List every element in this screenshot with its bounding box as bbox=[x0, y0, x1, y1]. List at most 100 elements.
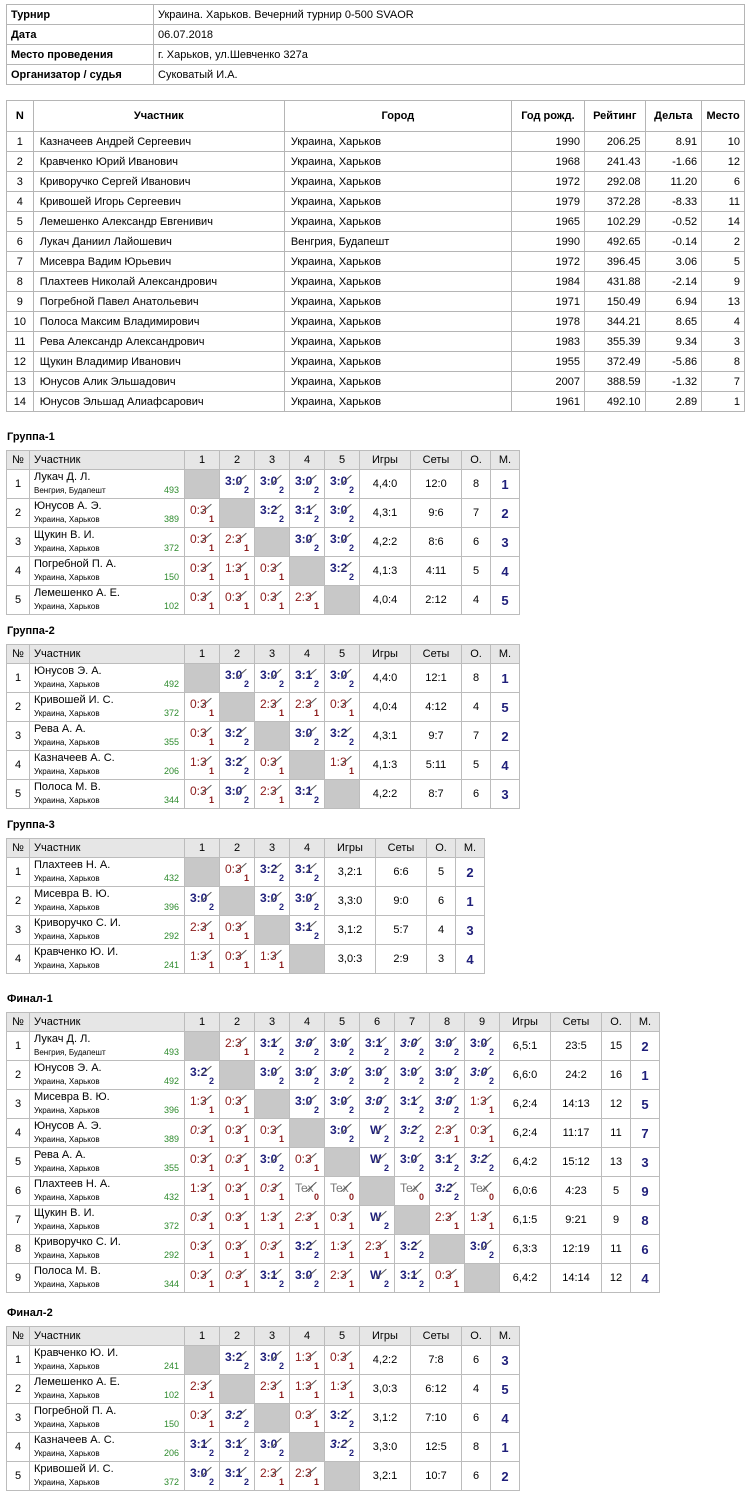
match-score-cell: 3:0 2 bbox=[324, 663, 360, 693]
player-cell: Мисевра В. Ю. Украина, Харьков 396 bbox=[29, 1089, 185, 1119]
group-header: 9 bbox=[464, 1012, 500, 1032]
match-score: 2:3 bbox=[225, 1036, 242, 1050]
group-row: 3 Щукин В. И. Украина, Харьков 372 0:3 1 2:3 1 3… bbox=[6, 527, 520, 557]
match-score: 3:0 bbox=[295, 474, 313, 488]
player-rating: 492 bbox=[163, 679, 179, 689]
participant-cell: Украина, Харьков bbox=[283, 271, 512, 292]
match-score-cell: 0:3 1 bbox=[219, 915, 255, 945]
match-score: 3:1 bbox=[400, 1268, 418, 1282]
match-points: 0 bbox=[418, 1192, 424, 1202]
match-score: 3:0 bbox=[470, 1065, 488, 1079]
group-row: 1 Юнусов Э. А. Украина, Харьков 492 3:0 2 3:0 2… bbox=[6, 663, 520, 693]
player-cell: Погребной П. А. Украина, Харьков 150 bbox=[29, 556, 185, 586]
self-cell bbox=[324, 779, 360, 809]
player-cell: Плахтеев Н. А. Украина, Харьков 432 bbox=[29, 1176, 185, 1206]
match-points: 2 bbox=[348, 543, 354, 553]
participant-cell: Украина, Харьков bbox=[283, 251, 512, 272]
match-score: W bbox=[370, 1123, 382, 1137]
match-score-cell: 0:3 1 bbox=[184, 1118, 220, 1148]
player-name: Полоса М. В. bbox=[34, 781, 101, 793]
match-score: 0:3 bbox=[225, 920, 242, 934]
player-rating: 396 bbox=[163, 902, 179, 912]
participant-cell: 1 bbox=[6, 131, 34, 152]
match-score-cell: 3:0 2 bbox=[219, 469, 255, 499]
participant-row: 6 Лукач Даниил Лайошевич Венгрия, Будапешт… bbox=[6, 231, 745, 252]
match-points: 1 bbox=[243, 960, 249, 970]
match-score: 3:0 bbox=[295, 891, 313, 905]
match-points: 1 bbox=[243, 873, 249, 883]
player-cell: Полоса М. В. Украина, Харьков 344 bbox=[29, 779, 185, 809]
match-score: 3:2 bbox=[400, 1123, 418, 1137]
sets-cell: 7:10 bbox=[410, 1403, 462, 1433]
match-points: 1 bbox=[243, 543, 249, 553]
row-number: 5 bbox=[6, 779, 30, 809]
player-cell: Плахтеев Н. А. Украина, Харьков 432 bbox=[29, 857, 185, 887]
match-points: 1 bbox=[313, 1477, 319, 1487]
points-cell: 7 bbox=[461, 721, 491, 751]
match-score-cell: 0:3 1 bbox=[219, 944, 255, 974]
participant-cell: Кривошей Игорь Сергеевич bbox=[32, 191, 285, 212]
participant-cell: 8 bbox=[6, 271, 34, 292]
match-points: 1 bbox=[208, 1419, 214, 1429]
group-header: О. bbox=[426, 838, 456, 858]
match-score: 0:3 bbox=[295, 1152, 312, 1166]
match-points: 1 bbox=[313, 1361, 319, 1371]
match-score-cell: 0:3 1 bbox=[289, 1147, 325, 1177]
player-city: Украина, Харьков bbox=[34, 680, 100, 689]
match-score: 2:3 bbox=[435, 1123, 452, 1137]
group-header: 3 bbox=[254, 1012, 290, 1032]
match-score-cell: 0:3 1 bbox=[184, 1205, 220, 1235]
group-header: М. bbox=[490, 644, 520, 664]
row-number: 1 bbox=[6, 663, 30, 693]
match-score: 0:3 bbox=[260, 1181, 277, 1195]
match-score-cell: 2:3 1 bbox=[324, 1263, 360, 1293]
match-score: 3:1 bbox=[295, 920, 313, 934]
player-cell: Юнусов Э. А. Украина, Харьков 492 bbox=[29, 663, 185, 693]
match-points: 2 bbox=[383, 1105, 389, 1115]
points-cell: 8 bbox=[461, 1432, 491, 1462]
match-score: 0:3 bbox=[225, 1210, 242, 1224]
match-score: 3:0 bbox=[295, 726, 313, 740]
participant-cell: 10 bbox=[701, 131, 745, 152]
participant-cell: Украина, Харьков bbox=[283, 331, 512, 352]
participant-cell: 1979 bbox=[510, 191, 585, 212]
player-city: Украина, Харьков bbox=[34, 1362, 100, 1371]
player-name: Лукач Д. Л. bbox=[34, 471, 91, 483]
match-score: 3:1 bbox=[365, 1036, 383, 1050]
info-label: Дата bbox=[6, 24, 154, 45]
group-header: Игры bbox=[499, 1012, 551, 1032]
player-rating: 241 bbox=[163, 960, 179, 970]
match-score-cell: 3:0 2 bbox=[324, 1089, 360, 1119]
match-points: 1 bbox=[208, 1192, 214, 1202]
match-points: 2 bbox=[313, 795, 319, 805]
info-row: Турнир Украина. Харьков. Вечерний турнир … bbox=[6, 4, 745, 25]
group-row: 5 Рева А. А. Украина, Харьков 355 0:3 1 0:3 1 3:… bbox=[6, 1147, 660, 1177]
match-score-cell: 0:3 1 bbox=[184, 1403, 220, 1433]
match-score-cell: 3:0 2 bbox=[289, 886, 325, 916]
points-cell: 7 bbox=[461, 498, 491, 528]
group-header: № bbox=[6, 644, 30, 664]
sets-cell: 11:17 bbox=[550, 1118, 602, 1148]
group-header: М. bbox=[490, 1326, 520, 1346]
match-score-cell: 3:0 2 bbox=[254, 1147, 290, 1177]
player-cell: Лемешенко А. Е. Украина, Харьков 102 bbox=[29, 1374, 185, 1404]
match-points: 1 bbox=[208, 708, 214, 718]
participant-row: 7 Мисевра Вадим Юрьевич Украина, Харьков 19… bbox=[6, 251, 745, 272]
group-table: № Участник 1 2 3 4 5 Игры Сеты О. М. 1 Кравченко Ю. … bbox=[6, 1326, 520, 1491]
group-header: М. bbox=[490, 450, 520, 470]
info-value: Суковатый И.А. bbox=[153, 64, 745, 85]
participant-cell: 355.39 bbox=[583, 331, 646, 352]
match-score: W bbox=[370, 1268, 382, 1282]
match-score-cell: 0:3 1 bbox=[464, 1118, 500, 1148]
match-score-cell: 0:3 1 bbox=[184, 556, 220, 586]
participant-row: 4 Кривошей Игорь Сергеевич Украина, Харько… bbox=[6, 191, 745, 212]
points-cell: 5 bbox=[426, 857, 456, 887]
match-score: 3:0 bbox=[295, 1268, 313, 1282]
match-score-cell: 0:3 1 bbox=[184, 721, 220, 751]
match-score: 3:0 bbox=[295, 1094, 313, 1108]
participant-row: 8 Плахтеев Николай Александрович Украина, … bbox=[6, 271, 745, 292]
match-points: 1 bbox=[278, 795, 284, 805]
participant-cell: 12 bbox=[701, 151, 745, 172]
match-score-cell: 0:3 1 bbox=[324, 692, 360, 722]
